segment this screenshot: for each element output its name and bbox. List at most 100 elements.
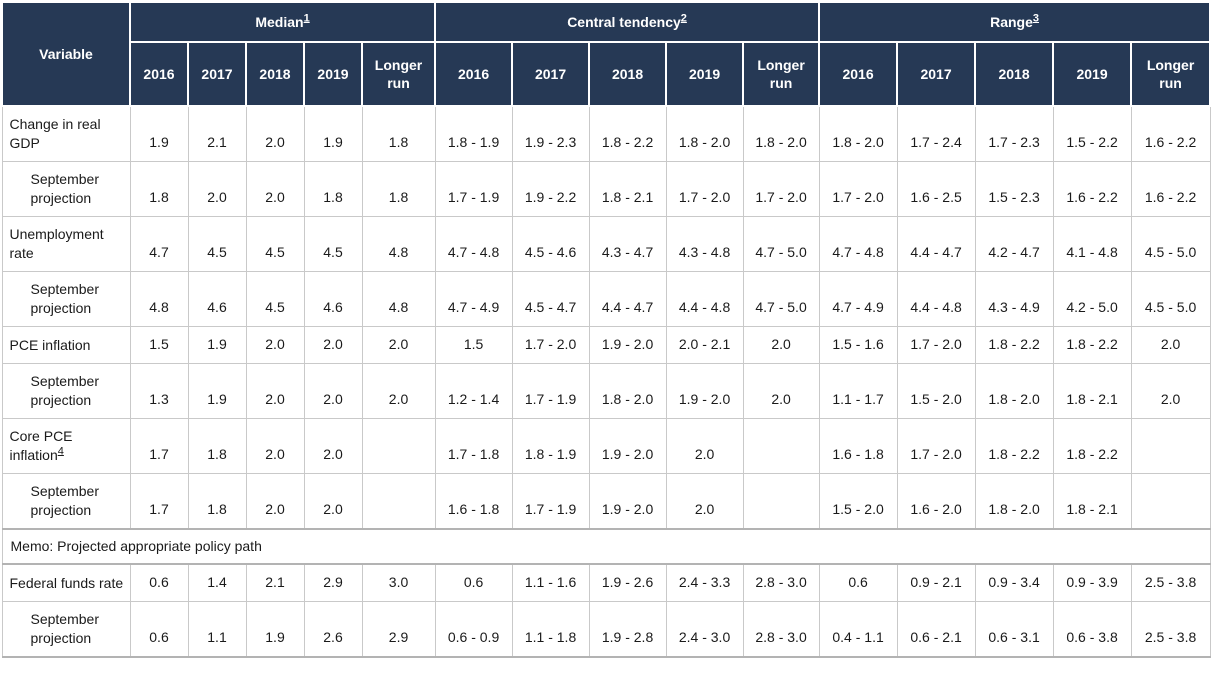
value-cell-central_tendency-2016: 1.6 - 1.8	[434, 473, 513, 530]
row-label-change-in-real-gdp: Change in real GDP	[1, 105, 131, 162]
value-cell-range-2019: 0.9 - 3.9	[1052, 563, 1132, 602]
value-cell-median-2017: 2.1	[187, 105, 247, 162]
value-cell-range-2017: 1.5 - 2.0	[896, 363, 976, 419]
value-cell-median-2019: 2.0	[303, 418, 363, 474]
value-cell-median-longer-run	[361, 418, 436, 474]
value-cell-median-2017: 1.8	[187, 418, 247, 474]
value-cell-central_tendency-2019: 2.0	[665, 473, 744, 530]
value-cell-range-2016: 0.6	[818, 563, 898, 602]
value-cell-median-2018: 2.0	[245, 105, 305, 162]
value-cell-central_tendency-2016: 1.7 - 1.8	[434, 418, 513, 474]
value-cell-range-longer-run	[1130, 473, 1211, 530]
value-cell-central_tendency-2016: 1.5	[434, 326, 513, 364]
value-cell-range-2017: 0.6 - 2.1	[896, 601, 976, 658]
value-cell-range-longer-run: 1.6 - 2.2	[1130, 105, 1211, 162]
row-label-text: September projection	[30, 281, 99, 316]
value-cell-range-2016: 1.7 - 2.0	[818, 161, 898, 217]
memo-label: Memo: Projected appropriate policy path	[1, 528, 1211, 565]
value-cell-median-2018: 4.5	[245, 216, 305, 272]
value-cell-median-2016: 1.7	[129, 473, 189, 530]
value-cell-central_tendency-2019: 4.3 - 4.8	[665, 216, 744, 272]
value-cell-median-2017: 4.5	[187, 216, 247, 272]
value-cell-median-2018: 2.0	[245, 418, 305, 474]
value-cell-central_tendency-2019: 1.9 - 2.0	[665, 363, 744, 419]
value-cell-median-2018: 2.0	[245, 161, 305, 217]
table-row: PCE inflation 1.5 1.9 2.0 2.0 2.0 1.5 1.7 - 2.0…	[1, 326, 1211, 364]
value-cell-median-2018: 1.9	[245, 601, 305, 658]
footnote-link-4[interactable]: 4	[57, 445, 64, 458]
value-cell-median-2019: 1.9	[303, 105, 363, 162]
value-cell-range-2017: 1.6 - 2.0	[896, 473, 976, 530]
year-header-median-longer-run: Longer run	[360, 41, 437, 107]
value-cell-median-longer-run: 4.8	[361, 271, 436, 327]
value-cell-range-2017: 1.7 - 2.0	[896, 418, 976, 474]
value-cell-range-2016: 4.7 - 4.8	[818, 216, 898, 272]
projections-table-container: Variable Median1 Central tendency2 Range3 20…	[1, 1, 1212, 658]
value-cell-median-2018: 4.5	[245, 271, 305, 327]
year-header-central-tendency-2019: 2019	[665, 41, 745, 107]
footnote-link-3[interactable]: 3	[1032, 12, 1040, 25]
value-cell-median-2016: 4.8	[129, 271, 189, 327]
value-cell-central_tendency-2018: 1.8 - 2.0	[588, 363, 667, 419]
year-header-central-tendency-2016: 2016	[434, 41, 514, 107]
value-cell-central_tendency-2019: 1.8 - 2.0	[665, 105, 744, 162]
value-cell-central_tendency-longer-run: 4.7 - 5.0	[742, 216, 820, 272]
value-cell-central_tendency-2018: 1.9 - 2.6	[588, 563, 667, 602]
row-label-text: Change in real GDP	[9, 116, 101, 151]
value-cell-central_tendency-2016: 1.2 - 1.4	[434, 363, 513, 419]
row-label-text: Unemployment rate	[9, 226, 104, 261]
variable-column-header: Variable	[1, 1, 131, 107]
value-cell-range-2016: 1.5 - 1.6	[818, 326, 898, 364]
value-cell-range-2018: 1.8 - 2.0	[974, 363, 1054, 419]
value-cell-range-2018: 1.8 - 2.0	[974, 473, 1054, 530]
value-cell-median-longer-run: 3.0	[361, 563, 436, 602]
table-row: Unemployment rate 4.7 4.5 4.5 4.5 4.8 4.7 - 4.…	[1, 216, 1211, 272]
value-cell-central_tendency-2016: 0.6	[434, 563, 513, 602]
group-header-label: Range	[990, 14, 1033, 30]
value-cell-range-2019: 1.8 - 2.1	[1052, 363, 1132, 419]
value-cell-median-2016: 0.6	[129, 563, 189, 602]
footnote-link-1[interactable]: 1	[303, 12, 310, 25]
value-cell-central_tendency-2016: 0.6 - 0.9	[434, 601, 513, 658]
table-body: Change in real GDP 1.9 2.1 2.0 1.9 1.8 1.8 - 1…	[1, 105, 1211, 658]
value-cell-range-2016: 0.4 - 1.1	[818, 601, 898, 658]
value-cell-median-2019: 2.0	[303, 326, 363, 364]
value-cell-central_tendency-2019: 1.7 - 2.0	[665, 161, 744, 217]
row-label-pce-inflation: PCE inflation	[1, 326, 131, 364]
value-cell-range-2016: 1.8 - 2.0	[818, 105, 898, 162]
value-cell-range-2019: 0.6 - 3.8	[1052, 601, 1132, 658]
value-cell-central_tendency-2017: 1.9 - 2.3	[511, 105, 590, 162]
year-header-central-tendency-2017: 2017	[511, 41, 591, 107]
group-header-label: Median	[255, 14, 304, 30]
value-cell-range-2017: 1.7 - 2.4	[896, 105, 976, 162]
row-label-text: Federal funds rate	[9, 574, 124, 591]
value-cell-central_tendency-2017: 1.1 - 1.8	[511, 601, 590, 658]
value-cell-central_tendency-2017: 1.7 - 2.0	[511, 326, 590, 364]
value-cell-median-2019: 2.9	[303, 563, 363, 602]
value-cell-central_tendency-2016: 1.8 - 1.9	[434, 105, 513, 162]
memo-row: Memo: Projected appropriate policy path	[1, 528, 1211, 565]
value-cell-central_tendency-2019: 2.0	[665, 418, 744, 474]
value-cell-central_tendency-2017: 1.8 - 1.9	[511, 418, 590, 474]
value-cell-central_tendency-2018: 4.3 - 4.7	[588, 216, 667, 272]
row-label-text: September projection	[30, 171, 99, 206]
table-row: September projection 1.3 1.9 2.0 2.0 2.0 1.2 -…	[1, 363, 1211, 419]
value-cell-median-2019: 1.8	[303, 161, 363, 217]
year-header-median-2018: 2018	[245, 41, 305, 107]
value-cell-central_tendency-2019: 2.4 - 3.0	[665, 601, 744, 658]
value-cell-range-longer-run: 2.0	[1130, 363, 1211, 419]
table-row: September projection 0.6 1.1 1.9 2.6 2.9 0.6 -…	[1, 601, 1211, 658]
value-cell-central_tendency-2018: 1.9 - 2.8	[588, 601, 667, 658]
table-row: September projection 4.8 4.6 4.5 4.6 4.8 4.7 -…	[1, 271, 1211, 327]
value-cell-central_tendency-2017: 4.5 - 4.6	[511, 216, 590, 272]
value-cell-range-longer-run	[1130, 418, 1211, 474]
value-cell-central_tendency-2017: 1.7 - 1.9	[511, 473, 590, 530]
row-label-text: PCE inflation	[9, 336, 91, 353]
value-cell-median-2017: 2.0	[187, 161, 247, 217]
row-label-september-projection: September projection	[1, 473, 131, 530]
table-row: September projection 1.7 1.8 2.0 2.0 1.6 - 1.…	[1, 473, 1211, 530]
footnote-link-2[interactable]: 2	[680, 12, 687, 25]
row-label-september-projection: September projection	[1, 271, 131, 327]
value-cell-central_tendency-longer-run: 2.0	[742, 363, 820, 419]
value-cell-central_tendency-longer-run: 2.0	[742, 326, 820, 364]
